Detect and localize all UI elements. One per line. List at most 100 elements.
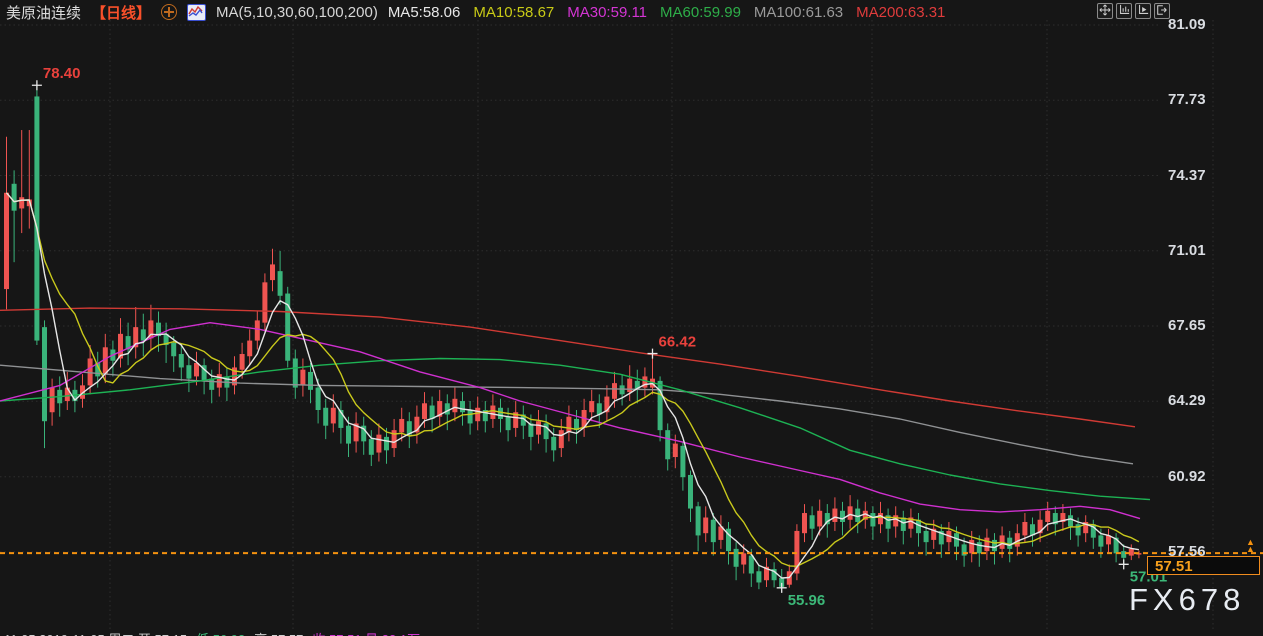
candle-body <box>809 515 815 529</box>
candle-body <box>1083 521 1089 534</box>
candle-body <box>1098 535 1104 547</box>
candle-body <box>862 510 868 520</box>
candle-body <box>452 398 458 413</box>
candle-body <box>619 385 625 395</box>
candle-body <box>1037 519 1043 534</box>
price-axis-label: 67.65 <box>1168 317 1206 334</box>
ma-value-label: MA200:63.31 <box>856 3 946 21</box>
candle-body <box>125 336 131 350</box>
candle-body <box>171 342 177 357</box>
candle-body <box>133 327 139 348</box>
candle-body <box>26 199 32 207</box>
candle-body <box>984 537 990 552</box>
candle-body <box>1128 548 1134 556</box>
axis-chart-button[interactable] <box>1116 3 1132 19</box>
candle-body <box>680 445 686 478</box>
candle-body <box>992 539 997 552</box>
mini-chart-icon[interactable] <box>187 3 207 21</box>
candle-body <box>209 378 215 390</box>
candle-body <box>1060 513 1066 522</box>
price-axis-label: 71.01 <box>1168 241 1206 259</box>
candle-body <box>885 515 891 529</box>
candle-body <box>315 387 321 411</box>
exit-chart-button[interactable] <box>1154 3 1170 19</box>
candle-body <box>262 282 268 323</box>
candle-body <box>574 418 579 431</box>
candle-body <box>330 407 336 424</box>
candle-body <box>520 414 526 426</box>
candle-body <box>140 329 146 341</box>
ma200-line <box>0 307 1136 428</box>
swing-low-label: 55.96 <box>788 592 826 609</box>
candle-body <box>954 533 959 547</box>
candle-body <box>900 517 906 531</box>
candle-body <box>870 513 876 527</box>
candle-body <box>771 569 777 581</box>
candle-body <box>42 327 47 422</box>
candle-body <box>931 528 937 540</box>
move-tool-button[interactable] <box>1097 3 1113 19</box>
candle-body <box>1007 537 1013 549</box>
candle-body <box>201 365 207 381</box>
clipped-status-text: 高:57.57 <box>254 632 303 636</box>
candle-body <box>710 519 716 543</box>
clipped-status-text: 低:56.93 <box>196 632 245 636</box>
price-axis-label: 57.56 <box>1168 543 1206 560</box>
axis-chart-icon <box>1118 4 1130 19</box>
candle-body <box>916 519 921 534</box>
clipped-status-text: 11.05 2019-11-05 周二 开:57.15 <box>4 632 187 636</box>
ma-values-legend: MA5:58.06 MA10:58.67 MA30:59.11 MA60:59.99 M… <box>388 4 946 21</box>
axis-play-button[interactable] <box>1135 3 1151 19</box>
swing-cross-marker <box>647 348 658 359</box>
candle-body <box>376 434 382 453</box>
candle-body <box>460 401 465 413</box>
candle-body <box>95 362 101 377</box>
candle-body <box>118 333 123 359</box>
candle-body <box>543 423 549 440</box>
candle-body <box>178 354 184 368</box>
add-indicator-icon[interactable] <box>161 4 178 20</box>
candle-body <box>399 418 405 433</box>
chart-toolbar <box>1097 3 1170 19</box>
period-selector[interactable]: 【日线】 <box>91 4 152 22</box>
candle-body <box>87 358 93 386</box>
candle-body <box>741 553 747 565</box>
ma10-line <box>5 192 1140 567</box>
ma-value-label: MA5:58.06 <box>387 3 461 21</box>
candle-body <box>437 401 443 417</box>
candle-body <box>718 526 724 540</box>
swing-cross-marker <box>1118 559 1129 570</box>
candle-body <box>216 374 222 388</box>
candle-body <box>384 436 389 451</box>
candle-body <box>1022 521 1028 536</box>
ma-value-label: MA30:59.11 <box>567 3 648 21</box>
candle-body <box>300 369 306 386</box>
candle-body <box>308 371 313 390</box>
candle-body <box>475 407 481 422</box>
swing-high-label: 78.40 <box>43 65 81 82</box>
ma30-line <box>0 322 1141 520</box>
candle-body <box>908 517 914 529</box>
candle-body <box>80 385 85 399</box>
price-axis-label: 60.92 <box>1168 467 1206 485</box>
candle-body <box>824 513 830 525</box>
swing-cross-marker <box>776 582 787 593</box>
candle-body <box>1090 524 1096 538</box>
candle-body <box>802 513 807 534</box>
candle-body <box>604 396 610 413</box>
candle-body <box>368 439 374 455</box>
candle-body <box>270 264 275 281</box>
candle-body <box>49 387 55 413</box>
candle-body <box>277 271 283 296</box>
price-up-arrows-icon: ▲ ▲ <box>1246 537 1255 554</box>
candle-body <box>444 403 450 415</box>
candle-body <box>498 407 503 419</box>
chart-header: 美原油连续 【日线】 MA(5,10,30,60,100,200) MA5:58… <box>6 2 945 22</box>
candle-body <box>467 410 473 424</box>
candle-body <box>1075 524 1081 536</box>
candle-body <box>429 405 435 419</box>
candle-body <box>566 416 572 433</box>
candle-body <box>665 430 671 460</box>
candle-body <box>596 403 602 415</box>
